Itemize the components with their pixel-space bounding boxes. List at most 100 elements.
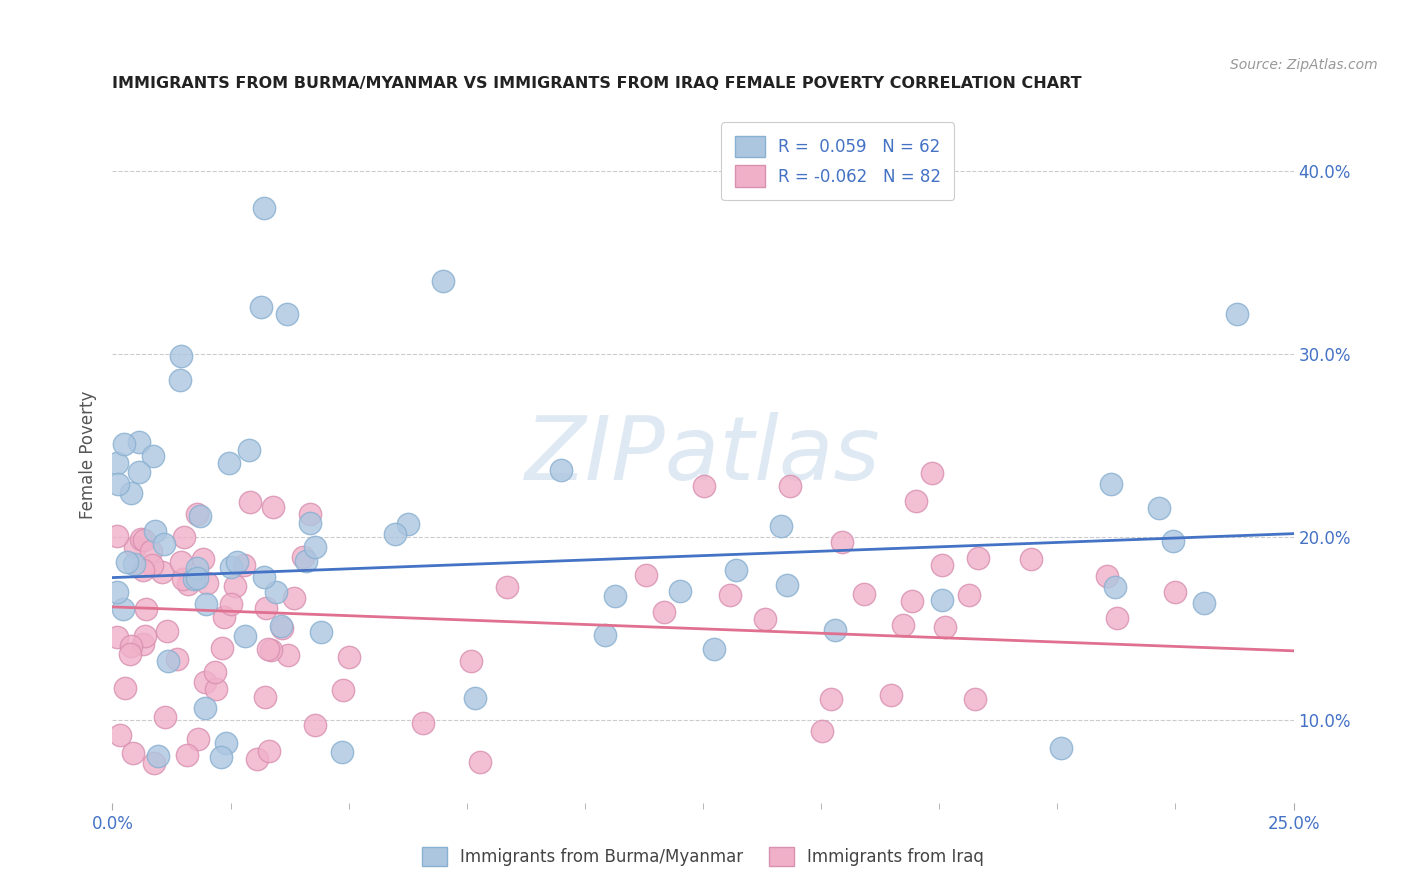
Point [124, 540, 146, 554]
Point [1105, 611, 1128, 625]
Point [107, 477, 129, 491]
Point [260, 642, 283, 657]
Point [1161, 534, 1184, 549]
Point [132, 637, 155, 651]
Point [134, 630, 156, 644]
Point [187, 732, 209, 747]
Point [652, 605, 675, 619]
Point [593, 628, 616, 642]
Point [725, 563, 748, 577]
Point [309, 624, 332, 639]
Legend: R =  0.059   N = 62, R = -0.062   N = 82: R = 0.059 N = 62, R = -0.062 N = 82 [721, 122, 955, 200]
Point [170, 349, 193, 363]
Point [1226, 306, 1249, 320]
Point [238, 443, 260, 458]
Point [1099, 477, 1122, 491]
Point [218, 456, 240, 470]
Y-axis label: Female Poverty: Female Poverty [79, 391, 97, 519]
Point [1164, 585, 1187, 599]
Point [150, 566, 173, 580]
Point [831, 535, 853, 549]
Point [754, 612, 776, 626]
Point [257, 743, 280, 757]
Point [112, 602, 135, 616]
Point [141, 558, 163, 572]
Point [880, 688, 903, 702]
Legend: Immigrants from Burma/Myanmar, Immigrants from Iraq: Immigrants from Burma/Myanmar, Immigrant… [413, 838, 993, 875]
Point [186, 561, 208, 575]
Point [254, 690, 277, 704]
Point [270, 621, 292, 635]
Point [132, 563, 155, 577]
Point [169, 373, 191, 387]
Point [550, 463, 572, 477]
Point [298, 507, 321, 521]
Point [224, 579, 246, 593]
Point [1192, 596, 1215, 610]
Point [194, 700, 217, 714]
Point [249, 300, 271, 314]
Point [156, 624, 179, 638]
Point [396, 516, 419, 531]
Point [464, 691, 486, 706]
Point [193, 551, 215, 566]
Text: ZIPatlas: ZIPatlas [526, 412, 880, 498]
Point [134, 533, 156, 547]
Point [105, 585, 128, 599]
Point [128, 434, 150, 449]
Point [209, 750, 232, 764]
Point [254, 600, 277, 615]
Point [124, 557, 146, 571]
Point [194, 675, 217, 690]
Point [256, 642, 278, 657]
Point [128, 466, 150, 480]
Point [1104, 580, 1126, 594]
Point [233, 629, 256, 643]
Point [186, 571, 208, 585]
Point [156, 654, 179, 668]
Point [186, 507, 208, 521]
Point [718, 588, 741, 602]
Point [252, 570, 274, 584]
Point [112, 437, 135, 451]
Point [703, 641, 725, 656]
Point [166, 651, 188, 665]
Point [172, 572, 194, 586]
Point [669, 583, 692, 598]
Point [134, 602, 156, 616]
Point [277, 648, 299, 662]
Point [195, 597, 218, 611]
Point [1049, 740, 1071, 755]
Point [204, 665, 226, 679]
Point [212, 610, 235, 624]
Point [460, 654, 482, 668]
Point [143, 524, 166, 538]
Point [173, 530, 195, 544]
Point [120, 647, 142, 661]
Point [901, 594, 924, 608]
Point [211, 641, 233, 656]
Point [143, 756, 166, 771]
Point [495, 580, 517, 594]
Text: Source: ZipAtlas.com: Source: ZipAtlas.com [1230, 58, 1378, 72]
Point [233, 558, 256, 572]
Point [120, 486, 142, 500]
Point [142, 449, 165, 463]
Point [934, 620, 956, 634]
Point [153, 710, 176, 724]
Point [115, 555, 138, 569]
Point [114, 681, 136, 696]
Point [931, 558, 953, 572]
Point [276, 308, 298, 322]
Point [304, 718, 326, 732]
Point [122, 746, 145, 760]
Point [853, 587, 876, 601]
Point [264, 585, 287, 599]
Point [693, 479, 716, 493]
Point [283, 591, 305, 606]
Point [332, 683, 354, 698]
Point [239, 495, 262, 509]
Point [270, 619, 292, 633]
Point [215, 735, 238, 749]
Point [769, 519, 792, 533]
